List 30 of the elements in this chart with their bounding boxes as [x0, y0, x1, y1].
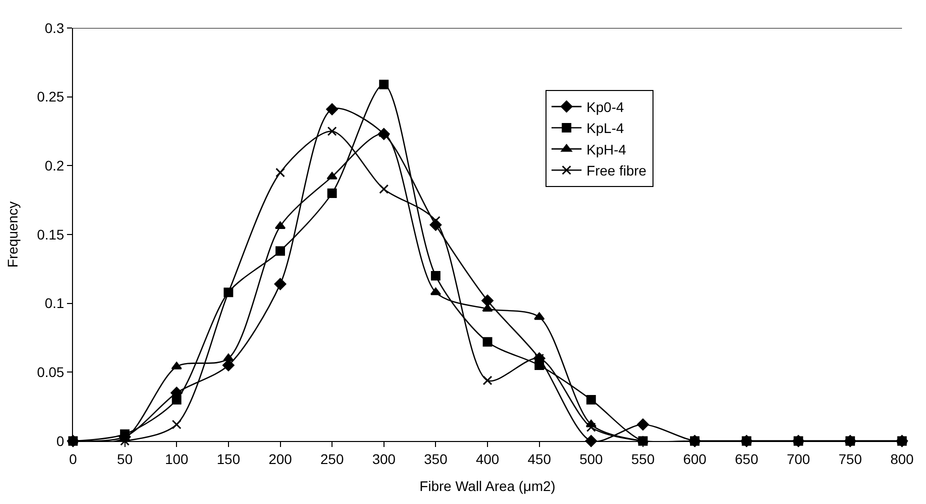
x-tick-label: 300	[372, 450, 396, 467]
x-tick-label: 0	[69, 450, 78, 467]
x-tick-label: 150	[216, 450, 240, 467]
legend-label: KpH-4	[586, 141, 626, 158]
x-tick-label: 400	[476, 450, 500, 467]
x-tick-label: 100	[164, 450, 189, 467]
x-tick-label: 600	[683, 450, 707, 467]
x-axis-title: Fibre Wall Area (μm2)	[420, 478, 556, 494]
y-tick-label: 0	[56, 432, 64, 449]
legend-label: Free fibre	[586, 162, 647, 179]
x-tick-label: 450	[528, 450, 552, 467]
y-tick-label: 0.1	[44, 295, 64, 312]
y-tick-label: 0.05	[36, 364, 64, 380]
x-tick-label: 200	[268, 450, 292, 467]
y-axis-title: Frequency	[4, 201, 21, 268]
x-tick-label: 50	[117, 450, 133, 467]
legend-label: KpL-4	[586, 120, 624, 136]
y-tick-label: 0.15	[36, 226, 64, 242]
x-tick-label: 650	[734, 450, 758, 467]
x-tick-label: 350	[424, 450, 448, 467]
legend-label: Kp0-4	[586, 99, 624, 116]
x-tick-label: 800	[890, 450, 914, 467]
y-tick-label: 0.25	[36, 88, 64, 105]
y-tick-label: 0.2	[44, 158, 64, 174]
x-tick-label: 750	[838, 450, 862, 467]
x-tick-label: 250	[320, 450, 344, 467]
x-tick-label: 500	[579, 450, 604, 467]
x-tick-label: 550	[631, 450, 655, 467]
y-tick-label: 0.3	[44, 20, 64, 36]
x-tick-label: 700	[786, 450, 810, 467]
